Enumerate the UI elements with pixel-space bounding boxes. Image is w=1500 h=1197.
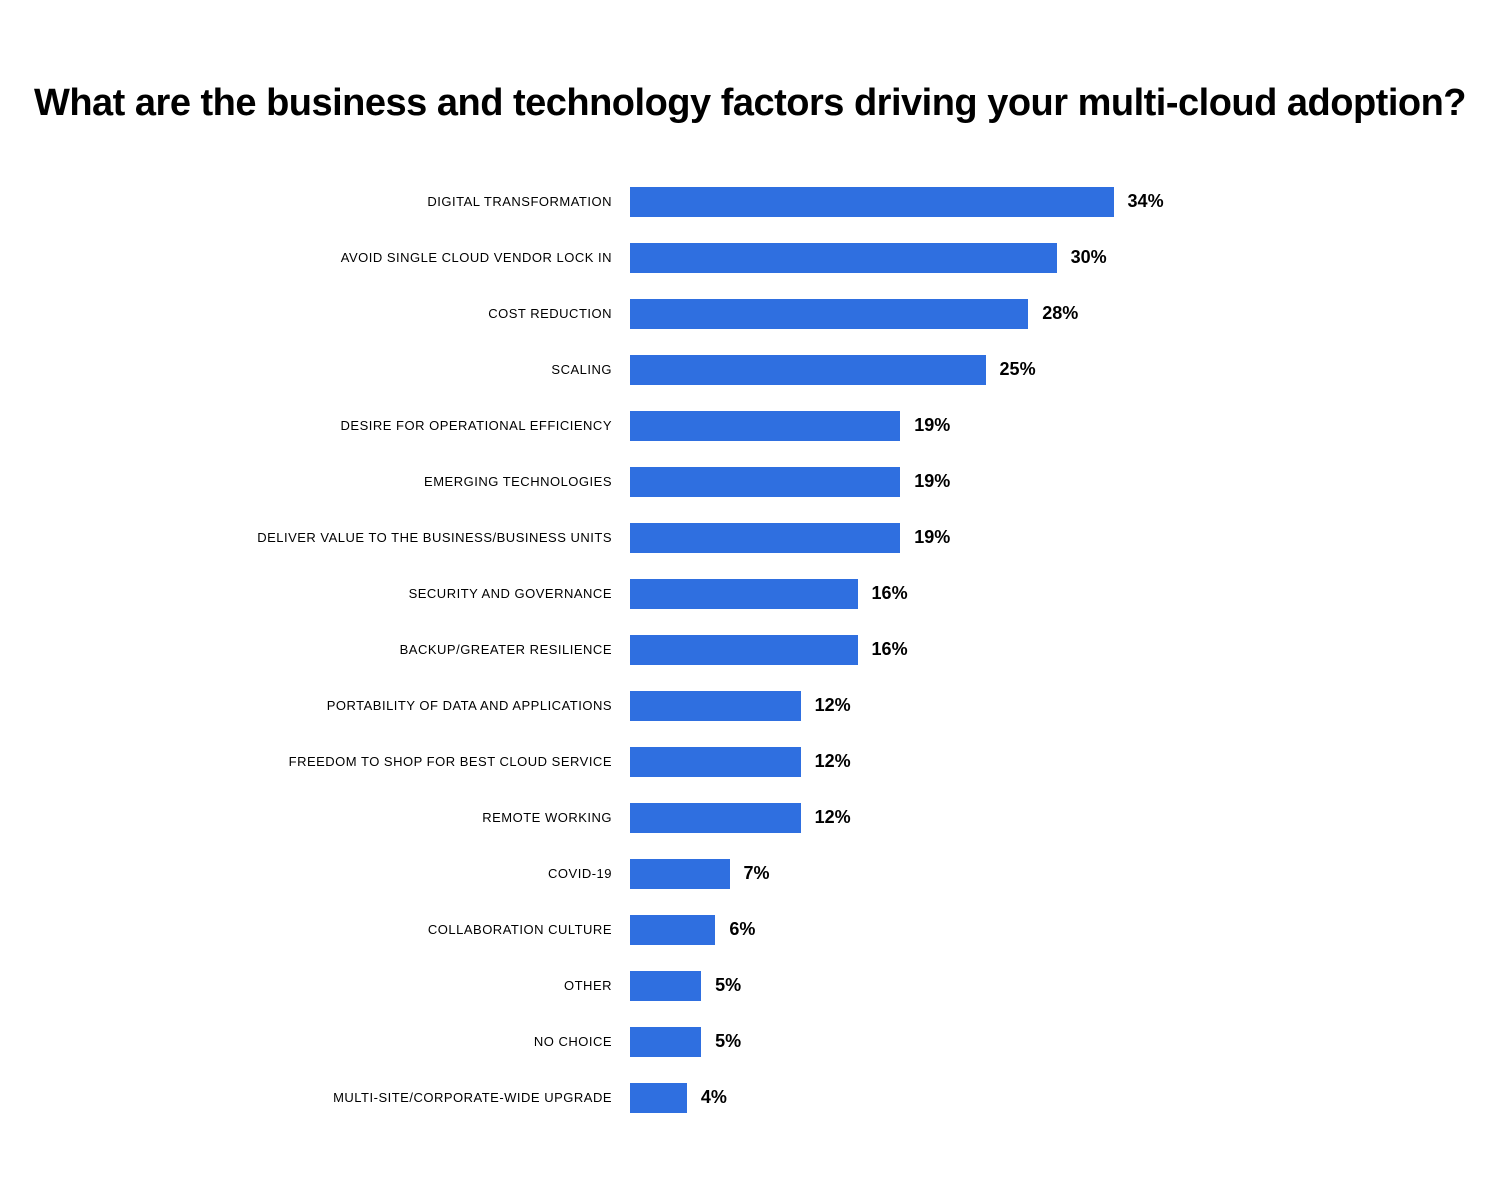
category-label: OTHER — [200, 978, 630, 993]
category-label: BACKUP/GREATER RESILIENCE — [200, 642, 630, 657]
category-label: MULTI-SITE/CORPORATE-WIDE UPGRADE — [200, 1090, 630, 1105]
bar — [630, 187, 1114, 217]
bar-row: COST REDUCTION 28% — [200, 290, 1300, 338]
bar-row: SECURITY AND GOVERNANCE 16% — [200, 570, 1300, 618]
value-label: 12% — [801, 751, 851, 772]
bar-area: 5% — [630, 971, 1300, 1001]
bar — [630, 635, 858, 665]
chart-container: What are the business and technology fac… — [0, 0, 1500, 1197]
bar-area: 19% — [630, 467, 1300, 497]
category-label: EMERGING TECHNOLOGIES — [200, 474, 630, 489]
bar-row: COVID-19 7% — [200, 850, 1300, 898]
bar-row: MULTI-SITE/CORPORATE-WIDE UPGRADE 4% — [200, 1074, 1300, 1122]
bar-area: 12% — [630, 803, 1300, 833]
bar — [630, 1083, 687, 1113]
bar-area: 12% — [630, 691, 1300, 721]
bar-row: AVOID SINGLE CLOUD VENDOR LOCK IN 30% — [200, 234, 1300, 282]
bar — [630, 915, 715, 945]
bar-row: SCALING 25% — [200, 346, 1300, 394]
bar-area: 34% — [630, 187, 1300, 217]
bar — [630, 467, 900, 497]
value-label: 12% — [801, 695, 851, 716]
bar — [630, 411, 900, 441]
category-label: COVID-19 — [200, 866, 630, 881]
bar-area: 4% — [630, 1083, 1300, 1113]
value-label: 19% — [900, 527, 950, 548]
bar — [630, 747, 801, 777]
bar-area: 5% — [630, 1027, 1300, 1057]
category-label: SCALING — [200, 362, 630, 377]
category-label: DIGITAL TRANSFORMATION — [200, 194, 630, 209]
category-label: REMOTE WORKING — [200, 810, 630, 825]
category-label: FREEDOM TO SHOP FOR BEST CLOUD SERVICE — [200, 754, 630, 769]
bar — [630, 579, 858, 609]
category-label: COST REDUCTION — [200, 306, 630, 321]
bar — [630, 691, 801, 721]
bar — [630, 299, 1028, 329]
value-label: 5% — [701, 975, 741, 996]
value-label: 12% — [801, 807, 851, 828]
bar-area: 19% — [630, 411, 1300, 441]
value-label: 30% — [1057, 247, 1107, 268]
value-label: 6% — [715, 919, 755, 940]
bar-area: 19% — [630, 523, 1300, 553]
category-label: NO CHOICE — [200, 1034, 630, 1049]
category-label: SECURITY AND GOVERNANCE — [200, 586, 630, 601]
bar-area: 25% — [630, 355, 1300, 385]
bar-area: 16% — [630, 635, 1300, 665]
bar-row: EMERGING TECHNOLOGIES 19% — [200, 458, 1300, 506]
category-label: AVOID SINGLE CLOUD VENDOR LOCK IN — [200, 250, 630, 265]
bar-row: NO CHOICE 5% — [200, 1018, 1300, 1066]
value-label: 25% — [986, 359, 1036, 380]
bar — [630, 859, 730, 889]
bar-area: 16% — [630, 579, 1300, 609]
value-label: 34% — [1114, 191, 1164, 212]
bar-row: COLLABORATION CULTURE 6% — [200, 906, 1300, 954]
bar-row: DELIVER VALUE TO THE BUSINESS/BUSINESS U… — [200, 514, 1300, 562]
bar-row: REMOTE WORKING 12% — [200, 794, 1300, 842]
bar — [630, 523, 900, 553]
bar — [630, 1027, 701, 1057]
category-label: DELIVER VALUE TO THE BUSINESS/BUSINESS U… — [200, 530, 630, 545]
value-label: 7% — [730, 863, 770, 884]
category-label: COLLABORATION CULTURE — [200, 922, 630, 937]
category-label: PORTABILITY OF DATA AND APPLICATIONS — [200, 698, 630, 713]
value-label: 28% — [1028, 303, 1078, 324]
value-label: 16% — [858, 583, 908, 604]
bar-row: DESIRE FOR OPERATIONAL EFFICIENCY 19% — [200, 402, 1300, 450]
bar-row: DIGITAL TRANSFORMATION 34% — [200, 178, 1300, 226]
bar-row: BACKUP/GREATER RESILIENCE 16% — [200, 626, 1300, 674]
bar-row: PORTABILITY OF DATA AND APPLICATIONS 12% — [200, 682, 1300, 730]
bar-row: FREEDOM TO SHOP FOR BEST CLOUD SERVICE 12… — [200, 738, 1300, 786]
bar-area: 12% — [630, 747, 1300, 777]
value-label: 19% — [900, 415, 950, 436]
chart-title: What are the business and technology fac… — [0, 80, 1500, 128]
bar — [630, 243, 1057, 273]
bar — [630, 803, 801, 833]
category-label: DESIRE FOR OPERATIONAL EFFICIENCY — [200, 418, 630, 433]
value-label: 5% — [701, 1031, 741, 1052]
value-label: 4% — [687, 1087, 727, 1108]
bar-chart: DIGITAL TRANSFORMATION 34% AVOID SINGLE CL… — [200, 178, 1300, 1122]
bar-area: 28% — [630, 299, 1300, 329]
bar — [630, 355, 986, 385]
bar — [630, 971, 701, 1001]
bar-area: 6% — [630, 915, 1300, 945]
bar-area: 30% — [630, 243, 1300, 273]
bar-area: 7% — [630, 859, 1300, 889]
value-label: 16% — [858, 639, 908, 660]
value-label: 19% — [900, 471, 950, 492]
bar-row: OTHER 5% — [200, 962, 1300, 1010]
